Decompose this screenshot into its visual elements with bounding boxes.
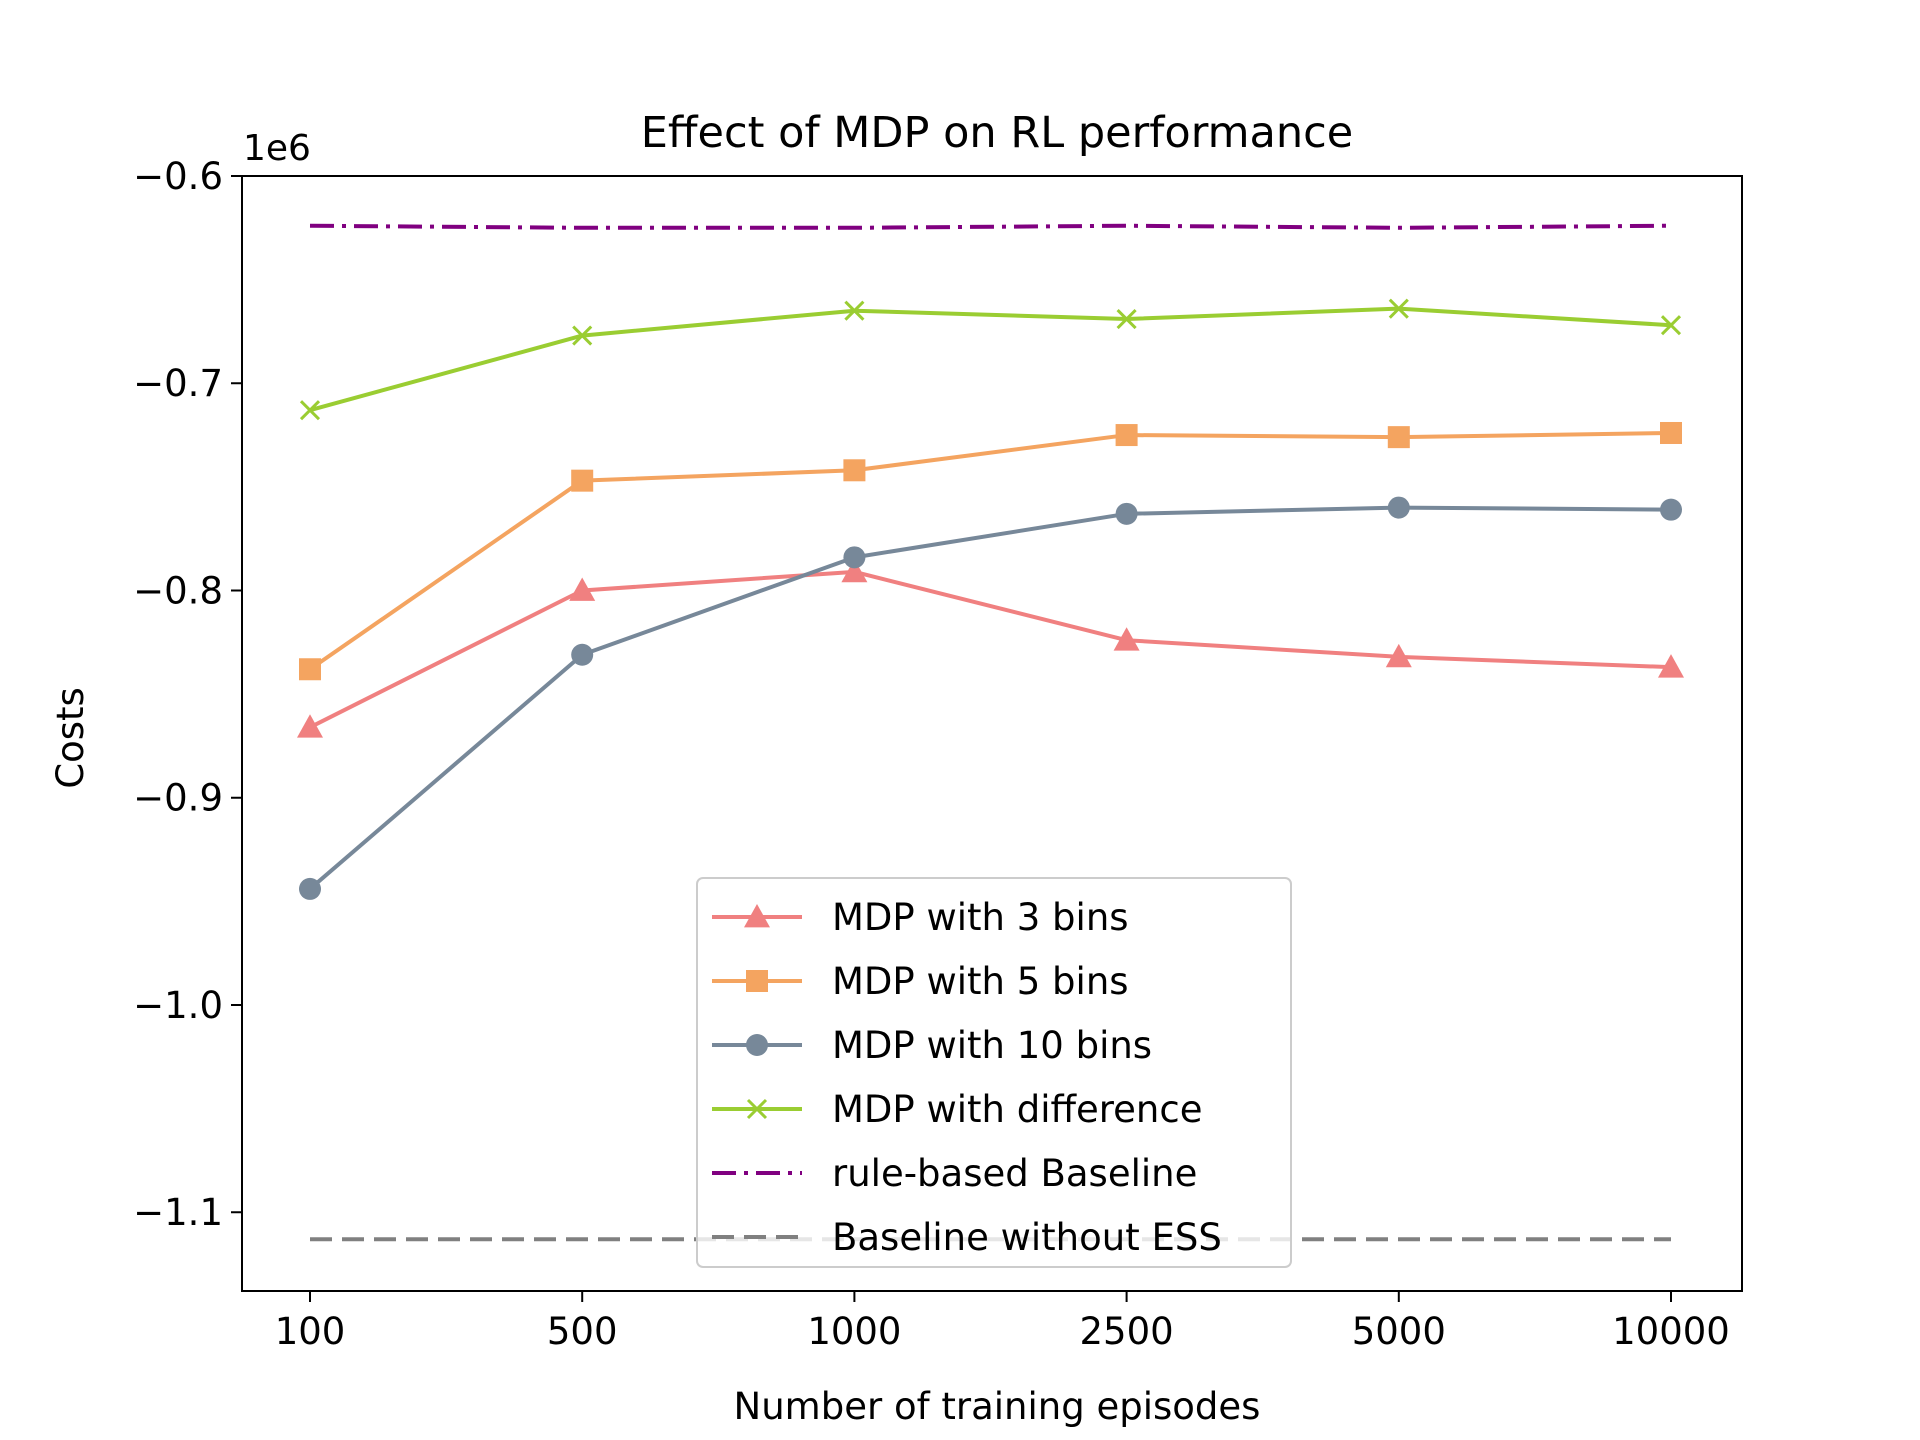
y-tick-label: −1.1 bbox=[133, 1191, 223, 1234]
y-axis-label: Costs bbox=[49, 687, 92, 789]
data-point bbox=[1387, 426, 1410, 449]
y-tick-label: −1.0 bbox=[133, 984, 223, 1027]
y-tick-label: −0.8 bbox=[133, 569, 223, 612]
series-line bbox=[309, 569, 1672, 730]
data-point bbox=[1113, 627, 1140, 651]
legend-marker bbox=[746, 970, 768, 992]
data-point bbox=[299, 400, 321, 421]
series-rule-based-baseline bbox=[309, 223, 1672, 230]
data-point bbox=[843, 459, 866, 482]
y-tick-label: −0.7 bbox=[133, 362, 223, 405]
data-point bbox=[844, 300, 865, 321]
series-line bbox=[309, 306, 1672, 413]
data-point bbox=[1115, 424, 1138, 447]
y-axis-offset-label: 1e6 bbox=[243, 128, 311, 169]
plot-frame bbox=[241, 175, 1743, 1292]
data-point bbox=[843, 546, 866, 569]
data-point bbox=[572, 325, 593, 346]
x-tick-label: 10000 bbox=[1612, 1310, 1730, 1353]
data-point bbox=[1115, 502, 1138, 525]
legend-marker bbox=[744, 904, 770, 928]
legend-item-mdp-with-3-bins: MDP with 3 bins bbox=[712, 896, 1129, 939]
data-point bbox=[1116, 308, 1137, 330]
x-tick-label: 1000 bbox=[807, 1310, 901, 1353]
series-mdp-with-3-bins bbox=[297, 558, 1684, 738]
legend-box bbox=[696, 877, 1292, 1268]
series-mdp-with-10-bins bbox=[299, 496, 1682, 900]
data-point bbox=[571, 469, 594, 492]
x-axis-label: Number of training episodes bbox=[734, 1385, 1261, 1428]
series-line bbox=[309, 223, 1672, 230]
data-point bbox=[299, 658, 321, 681]
legend-label: MDP with 3 bins bbox=[832, 896, 1129, 939]
chart-title: Effect of MDP on RL performance bbox=[641, 108, 1353, 158]
data-point bbox=[1660, 498, 1682, 521]
x-tick-label: 100 bbox=[275, 1310, 346, 1353]
data-point bbox=[1658, 654, 1684, 678]
data-point bbox=[569, 577, 596, 601]
legend-label: MDP with 10 bins bbox=[832, 1024, 1152, 1067]
series-line bbox=[308, 430, 1672, 671]
data-point bbox=[571, 643, 594, 666]
legend-marker bbox=[746, 1034, 768, 1056]
x-tick-label: 5000 bbox=[1352, 1310, 1446, 1353]
data-point bbox=[299, 877, 321, 900]
data-point bbox=[1660, 315, 1682, 336]
legend-item-rule-based-baseline: rule-based Baseline bbox=[712, 1152, 1197, 1195]
data-point bbox=[1387, 496, 1410, 519]
data-point bbox=[297, 714, 323, 738]
series-mdp-with-difference bbox=[299, 298, 1682, 421]
legend-label: Baseline without ESS bbox=[832, 1216, 1222, 1259]
legend-item-mdp-with-10-bins: MDP with 10 bins bbox=[712, 1024, 1152, 1067]
series-line bbox=[308, 505, 1672, 891]
legend: MDP with 3 bins MDP with 5 bins MDP with 1… bbox=[696, 877, 1292, 1268]
y-tick-label: −0.9 bbox=[133, 777, 223, 820]
data-point bbox=[1388, 298, 1409, 319]
legend-item-mdp-with-5-bins: MDP with 5 bins bbox=[712, 960, 1129, 1003]
series-mdp-with-5-bins bbox=[299, 421, 1682, 681]
legend-label: MDP with 5 bins bbox=[832, 960, 1129, 1003]
legend-label: MDP with difference bbox=[832, 1088, 1203, 1131]
legend-label: rule-based Baseline bbox=[832, 1152, 1197, 1195]
data-point bbox=[1660, 421, 1682, 444]
data-point bbox=[841, 558, 868, 583]
data-point bbox=[1385, 643, 1412, 668]
x-tick-label: 2500 bbox=[1080, 1310, 1174, 1353]
legend-item-mdp-with-difference: MDP with difference bbox=[712, 1088, 1203, 1131]
plot-area: 100 500 1000 2500 5000 10000 −0.6 −0.7 −0.8 −0.9 −… bbox=[133, 155, 1743, 1353]
y-tick-label: −0.6 bbox=[133, 155, 223, 198]
legend-item-baseline-without-ess: Baseline without ESS bbox=[712, 1216, 1222, 1259]
x-tick-label: 500 bbox=[547, 1310, 618, 1353]
legend-marker bbox=[746, 1098, 768, 1120]
